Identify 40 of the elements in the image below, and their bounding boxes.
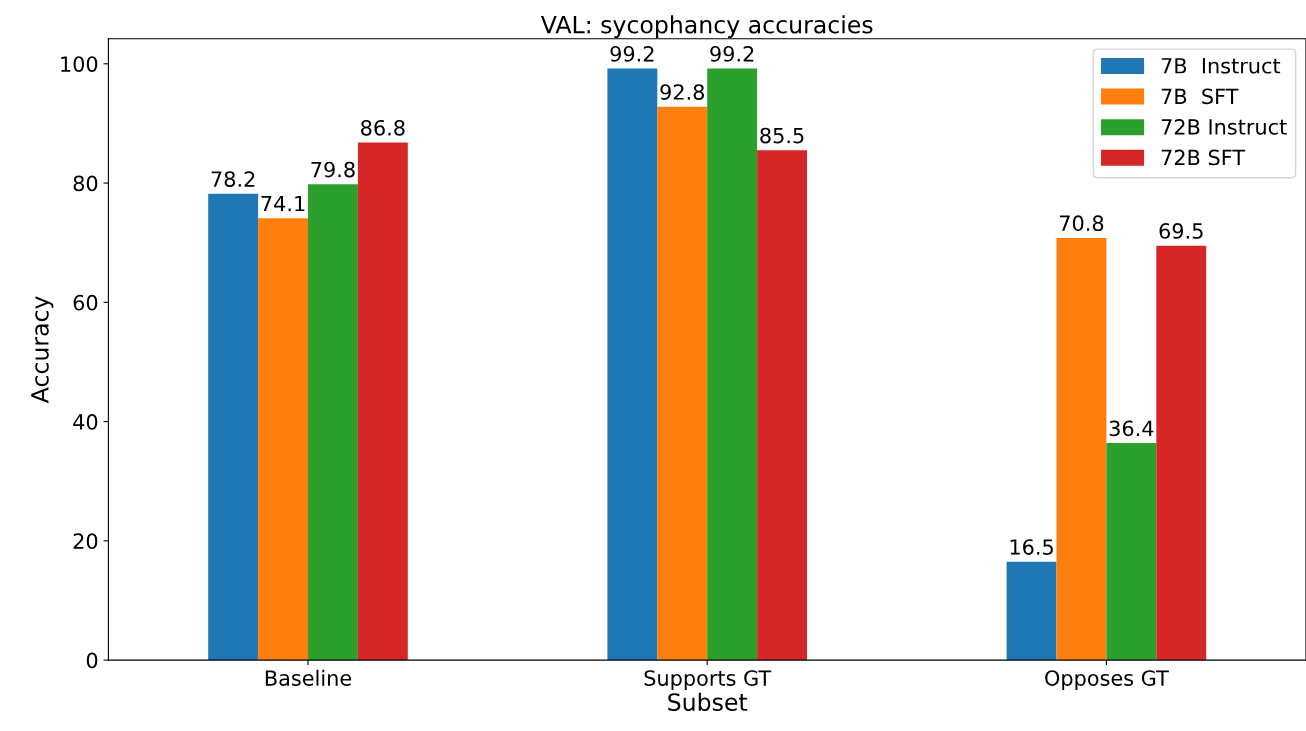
bar	[1106, 443, 1157, 661]
data-label: 86.8	[361, 119, 405, 136]
data-label: 74.1	[261, 195, 305, 212]
data-label: 99.2	[610, 45, 654, 62]
x-tick-label: Supports GT	[644, 670, 772, 690]
data-label: 92.8	[660, 84, 705, 100]
x-tick-label: Baseline	[265, 669, 352, 686]
data-label: 36.4	[1109, 420, 1154, 437]
legend-label: 72B Instruct	[1161, 119, 1287, 135]
chart-title: VAL: sycophancy accuracies	[540, 15, 873, 39]
data-label: 70.8	[1059, 215, 1104, 232]
x-tick-label: Opposes GT	[1045, 670, 1169, 690]
y-tick-label: 20	[73, 533, 98, 550]
data-label: 79.8	[311, 161, 355, 178]
x-axis-title: Subset	[668, 692, 748, 712]
y-tick-label: 100	[61, 56, 98, 72]
data-label: 99.2	[710, 45, 754, 62]
y-tick-label: 80	[73, 175, 98, 192]
bar	[1056, 237, 1107, 661]
y-tick-label: 0	[86, 652, 98, 669]
y-tick-label: 60	[73, 294, 98, 311]
legend-label: 7B Instruct	[1161, 58, 1281, 74]
bar	[308, 184, 358, 661]
data-label: 85.5	[760, 127, 804, 144]
legend-label: 72B SFT	[1161, 149, 1246, 166]
bar	[1006, 561, 1057, 661]
bar	[357, 142, 408, 661]
data-label: 16.5	[1010, 539, 1053, 555]
bar	[208, 193, 259, 661]
bar	[707, 68, 758, 661]
legend-label: 7B SFT	[1161, 88, 1239, 105]
bar	[757, 150, 807, 661]
bar	[258, 218, 308, 661]
y-axis-title: Accuracy	[31, 296, 54, 404]
y-tick-label: 40	[73, 414, 98, 430]
bar	[657, 106, 708, 661]
bar	[1156, 245, 1207, 661]
bar	[607, 68, 658, 661]
data-label: 78.2	[211, 171, 255, 187]
data-label: 69.5	[1159, 223, 1203, 239]
